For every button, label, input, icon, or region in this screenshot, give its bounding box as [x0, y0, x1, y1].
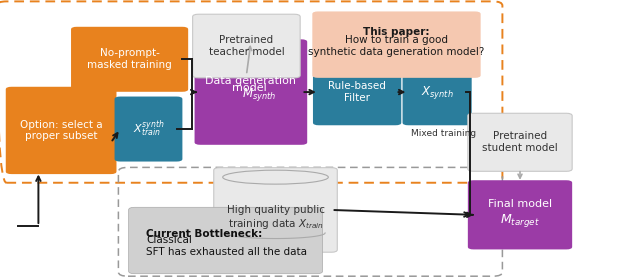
- FancyBboxPatch shape: [115, 97, 182, 162]
- Text: Rule-based
Filter: Rule-based Filter: [328, 81, 386, 103]
- FancyBboxPatch shape: [312, 11, 481, 78]
- Text: How to train a good
synthetic data generation model?: How to train a good synthetic data gener…: [308, 35, 484, 57]
- FancyBboxPatch shape: [71, 27, 188, 92]
- Text: Pretrained
teacher model: Pretrained teacher model: [209, 35, 284, 57]
- FancyBboxPatch shape: [403, 59, 472, 125]
- Text: $M_{target}$: $M_{target}$: [500, 212, 540, 229]
- Text: $X^{synth}_{train}$: $X^{synth}_{train}$: [132, 119, 164, 140]
- Text: Final model: Final model: [488, 199, 552, 209]
- Text: Data generation: Data generation: [205, 76, 296, 86]
- Text: This paper:: This paper:: [364, 27, 429, 37]
- FancyBboxPatch shape: [468, 113, 572, 171]
- Text: Option: select a
proper subset: Option: select a proper subset: [20, 120, 102, 141]
- FancyBboxPatch shape: [195, 39, 307, 145]
- FancyBboxPatch shape: [468, 180, 572, 249]
- Text: $X_{synth}$: $X_{synth}$: [420, 84, 454, 100]
- FancyBboxPatch shape: [6, 87, 116, 174]
- Text: $M_{synth}$: $M_{synth}$: [242, 86, 276, 103]
- Text: Pretrained
student model: Pretrained student model: [482, 131, 558, 153]
- Text: Classical
SFT has exhausted all the data: Classical SFT has exhausted all the data: [146, 235, 307, 257]
- Text: No-prompt-
masked training: No-prompt- masked training: [87, 49, 172, 70]
- Ellipse shape: [223, 170, 328, 184]
- FancyBboxPatch shape: [313, 59, 401, 125]
- Text: High quality public
training data $X_{train}$: High quality public training data $X_{tr…: [227, 205, 324, 231]
- Text: Current Bottleneck:: Current Bottleneck:: [146, 229, 262, 239]
- FancyBboxPatch shape: [193, 14, 300, 78]
- FancyBboxPatch shape: [129, 207, 323, 274]
- Text: model: model: [232, 83, 270, 93]
- FancyBboxPatch shape: [214, 168, 337, 252]
- Text: Mixed training: Mixed training: [411, 129, 476, 138]
